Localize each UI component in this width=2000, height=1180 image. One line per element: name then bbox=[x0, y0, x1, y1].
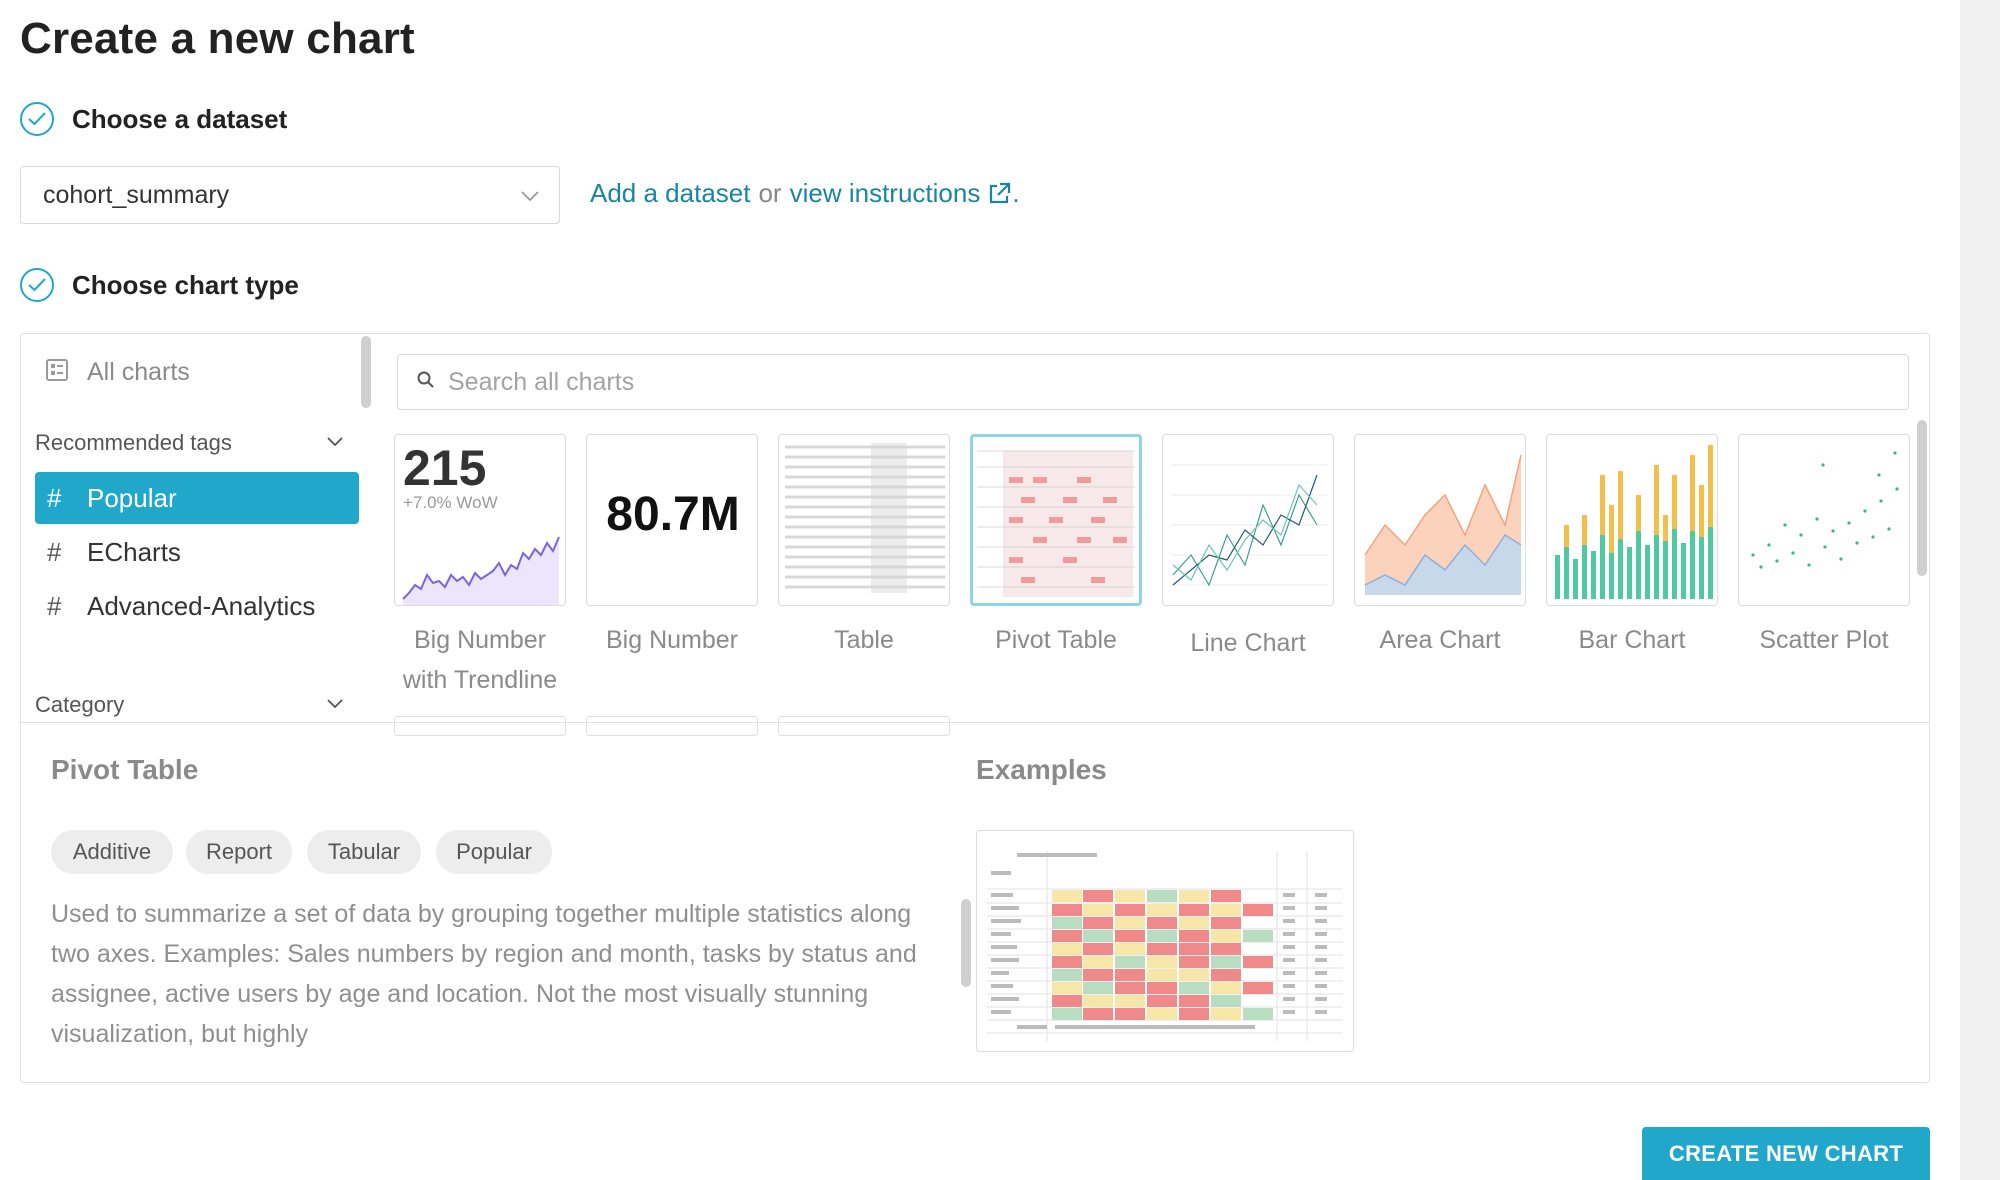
create-new-chart-button[interactable]: CREATE NEW CHART bbox=[1642, 1127, 1930, 1180]
period-text: . bbox=[1012, 178, 1020, 208]
chart-tile-label: Area Chart bbox=[1379, 626, 1501, 654]
pivot-table-thumbnail bbox=[977, 450, 1135, 597]
dataset-select-value: cohort_summary bbox=[43, 180, 230, 209]
table-thumbnail bbox=[785, 443, 945, 593]
chart-tile-area-chart[interactable] bbox=[1354, 434, 1526, 606]
dataset-select[interactable]: cohort_summary bbox=[20, 166, 560, 224]
step-choose-dataset: Choose a dataset bbox=[20, 102, 287, 136]
pivot-table-example-image bbox=[987, 851, 1343, 1041]
scatter-plot-thumbnail bbox=[1751, 451, 1899, 569]
chart-type-panel: All charts Recommended tags # Popular # … bbox=[20, 333, 1930, 1083]
chart-tile-line-chart[interactable] bbox=[1162, 434, 1334, 606]
step-choose-chart-type: Choose chart type bbox=[20, 268, 299, 302]
check-circle-icon bbox=[20, 102, 54, 136]
chart-tile-partial[interactable] bbox=[778, 716, 950, 736]
tag-chip[interactable]: Additive bbox=[51, 830, 173, 874]
sidebar-item-label: ECharts bbox=[87, 536, 181, 567]
chart-tile-bar-chart[interactable] bbox=[1546, 434, 1718, 606]
chart-tile-pivot-table[interactable] bbox=[970, 434, 1142, 606]
sidebar-item-advanced-analytics[interactable]: # Advanced-Analytics bbox=[35, 580, 359, 632]
add-dataset-link[interactable]: Add a dataset bbox=[590, 178, 751, 208]
section-title: Recommended tags bbox=[35, 430, 232, 455]
chevron-down-icon bbox=[519, 185, 541, 212]
chart-tile-partial[interactable] bbox=[394, 716, 566, 736]
tag-chip[interactable]: Report bbox=[186, 830, 292, 874]
search-input[interactable] bbox=[448, 367, 1848, 397]
step-label: Choose chart type bbox=[72, 269, 299, 300]
chevron-down-icon bbox=[325, 431, 345, 456]
page-title: Create a new chart bbox=[20, 14, 415, 63]
bar-chart-thumbnail bbox=[1555, 445, 1713, 599]
window-gutter bbox=[1960, 0, 2000, 1180]
line-chart-thumbnail bbox=[1171, 464, 1329, 587]
chart-tile-label: Table bbox=[834, 626, 894, 654]
chart-tile-scatter-plot[interactable] bbox=[1738, 434, 1910, 606]
chart-tile-label: Big Number bbox=[606, 626, 738, 654]
sidebar-item-label: All charts bbox=[87, 358, 190, 386]
tag-chip[interactable]: Popular bbox=[436, 830, 552, 874]
table-icon bbox=[45, 358, 69, 387]
thumb-sub: +7.0% WoW bbox=[403, 493, 498, 512]
chart-tile-big-number[interactable]: 80.7M bbox=[586, 434, 758, 606]
chart-sidebar: All charts Recommended tags # Popular # … bbox=[21, 334, 373, 722]
chart-tile-label: Bar Chart bbox=[1578, 626, 1686, 654]
area-chart-thumbnail bbox=[1364, 454, 1522, 595]
chart-tile-label: Line Chart bbox=[1190, 629, 1306, 657]
chart-description: Used to summarize a set of data by group… bbox=[51, 900, 917, 1048]
chart-tile-big-number-trendline[interactable]: 215 +7.0% WoW bbox=[394, 434, 566, 606]
example-thumbnail[interactable] bbox=[976, 830, 1354, 1052]
chart-tile-label-line: with Trendline bbox=[402, 666, 558, 694]
section-title: Category bbox=[35, 692, 125, 717]
thumb-value: 80.7M bbox=[606, 488, 740, 541]
or-text: or bbox=[758, 178, 782, 208]
sidebar-scrollbar[interactable] bbox=[361, 336, 371, 408]
external-link-icon[interactable] bbox=[986, 181, 1012, 207]
chart-tile-table[interactable] bbox=[778, 434, 950, 606]
trendline-thumbnail bbox=[402, 536, 560, 605]
chart-tile-label: Scatter Plot bbox=[1759, 626, 1889, 654]
thumb-value: 215 bbox=[403, 440, 487, 496]
sidebar-item-echarts[interactable]: # ECharts bbox=[35, 526, 359, 578]
view-instructions-link[interactable]: view instructions bbox=[789, 178, 981, 208]
category-header[interactable]: Category bbox=[35, 692, 345, 718]
sidebar-item-label: Advanced-Analytics bbox=[87, 590, 316, 621]
tag-chip[interactable]: Tabular bbox=[307, 830, 421, 874]
chevron-down-icon bbox=[325, 693, 345, 718]
step-label: Choose a dataset bbox=[72, 103, 288, 134]
hash-icon: # bbox=[47, 482, 62, 513]
examples-scrollbar[interactable] bbox=[961, 899, 971, 987]
panel-divider bbox=[21, 722, 1929, 723]
search-icon bbox=[416, 370, 436, 395]
sidebar-item-all-charts[interactable]: All charts bbox=[45, 358, 190, 387]
chart-tile-label: Pivot Table bbox=[995, 626, 1117, 654]
chart-tile-label: Big Number with Trendline bbox=[384, 620, 576, 700]
dataset-links: Add a dataset or view instructions . bbox=[590, 178, 1020, 209]
sidebar-item-label: Popular bbox=[87, 482, 177, 513]
sidebar-item-popular[interactable]: # Popular bbox=[35, 472, 359, 524]
hash-icon: # bbox=[47, 590, 62, 621]
chart-detail-title: Pivot Table bbox=[51, 754, 199, 785]
gallery-scrollbar[interactable] bbox=[1917, 420, 1927, 576]
examples-title: Examples bbox=[976, 754, 1107, 785]
check-circle-icon bbox=[20, 268, 54, 302]
recommended-tags-header[interactable]: Recommended tags bbox=[35, 430, 345, 456]
chart-tile-label-line: Big Number bbox=[414, 626, 546, 654]
chart-search[interactable] bbox=[397, 354, 1909, 410]
hash-icon: # bbox=[47, 536, 62, 567]
chart-tile-partial[interactable] bbox=[586, 716, 758, 736]
